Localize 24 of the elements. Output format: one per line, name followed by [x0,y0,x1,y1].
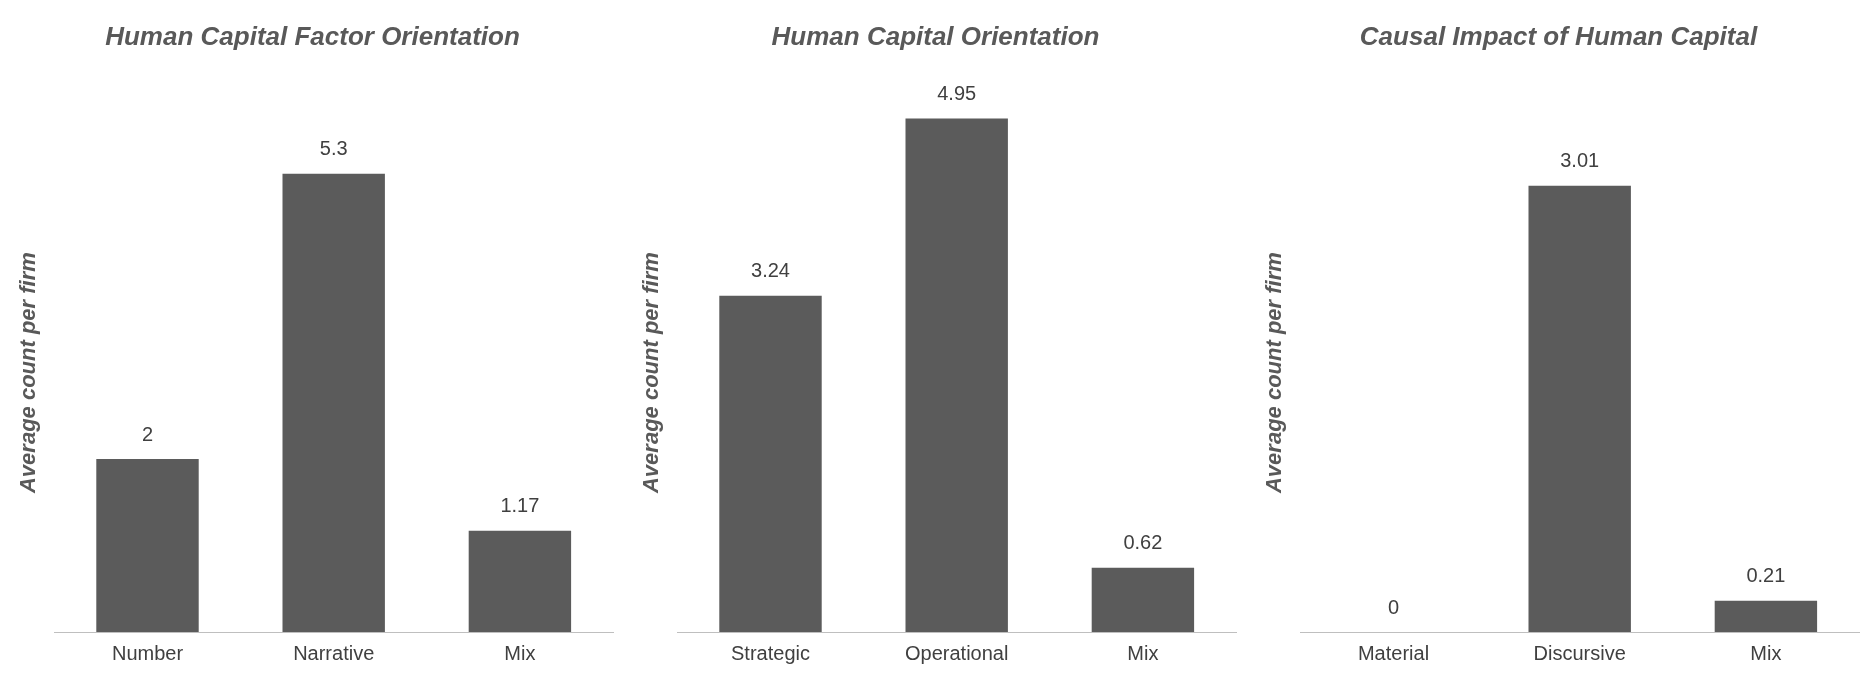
data-label: 3.01 [1560,149,1600,172]
data-label: 4.95 [937,81,977,104]
x-tick-label: Operational [905,641,1009,664]
data-label: 5.3 [319,137,348,160]
x-tick-label: Mix [1750,641,1782,664]
chart-title: Causal Impact of Human Capital [1359,20,1758,51]
x-tick-label: Strategic [731,641,810,664]
data-label: 2 [141,422,154,445]
data-label: 1.17 [500,494,540,517]
x-tick-label: Material [1357,641,1430,664]
data-label: 0 [1387,595,1400,618]
data-label: 3.24 [751,259,790,282]
data-label: 0.62 [1123,531,1163,554]
y-axis-title: Average count per firm [1261,252,1287,495]
y-axis-title: Average count per firm [15,252,41,495]
x-tick-label: Narrative [293,641,375,664]
chart-title: Human Capital Orientation [771,20,1100,51]
x-tick-label: Number [111,641,184,664]
x-tick-label: Discursive [1533,641,1626,664]
chart-title: Human Capital Factor Orientation [105,20,520,51]
x-tick-label: Mix [504,641,536,664]
x-tick-label: Mix [1127,641,1159,664]
y-axis-title: Average count per firm [638,252,664,495]
data-label: 0.21 [1746,564,1786,587]
